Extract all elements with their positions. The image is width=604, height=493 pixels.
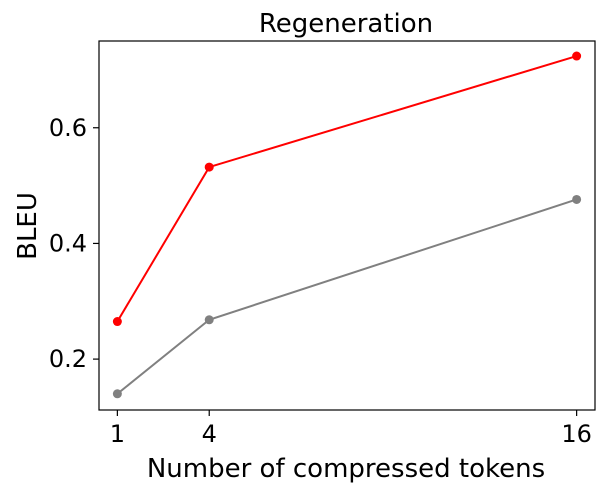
- x-tick-label: 1: [110, 420, 125, 448]
- plot-area-frame: [98, 40, 596, 411]
- chart-title: Regeneration: [259, 9, 433, 39]
- series-2-point: [112, 389, 122, 399]
- series-1-point: [112, 317, 122, 327]
- series-layer: [112, 51, 582, 399]
- series-2-point: [204, 315, 214, 325]
- y-axis: 0.2 0.4 0.6: [49, 114, 99, 373]
- x-tick-label: 16: [561, 420, 592, 448]
- series-line-1: [116, 55, 577, 323]
- series-1-point: [204, 162, 214, 172]
- series-1-point: [572, 51, 582, 61]
- x-tick-label: 4: [202, 420, 217, 448]
- series-line-2: [116, 198, 577, 395]
- y-tick-label: 0.2: [49, 345, 87, 373]
- y-tick-label: 0.6: [49, 114, 87, 142]
- y-axis-label: BLEU: [13, 192, 43, 260]
- x-axis: 1 4 16: [110, 410, 592, 448]
- x-axis-label: Number of compressed tokens: [147, 454, 545, 484]
- series-2-point: [572, 194, 582, 204]
- y-tick-label: 0.4: [49, 229, 87, 257]
